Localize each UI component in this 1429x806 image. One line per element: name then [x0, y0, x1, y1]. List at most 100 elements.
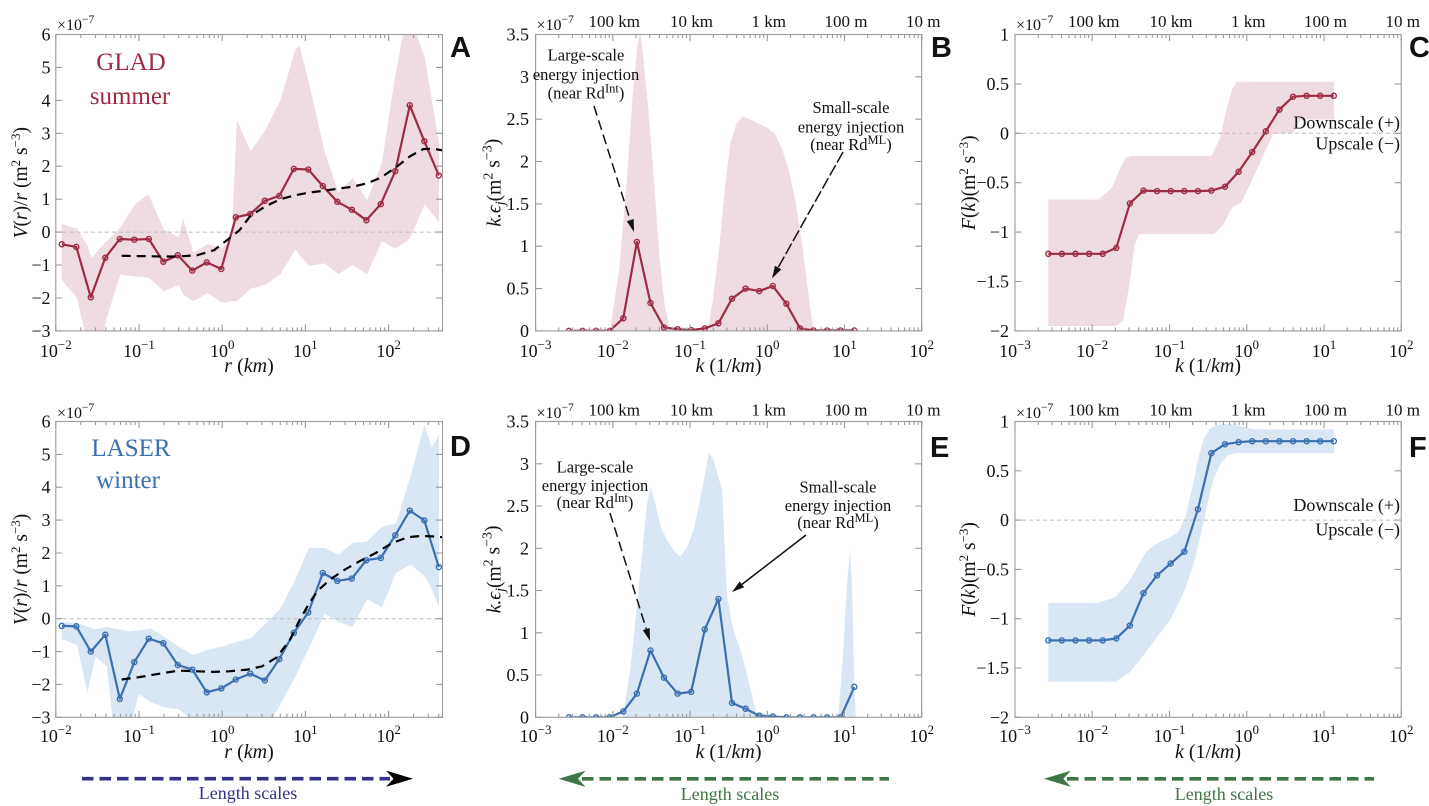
- svg-text:−3: −3: [31, 321, 50, 341]
- svg-text:102: 102: [376, 722, 401, 746]
- svg-text:2: 2: [520, 538, 529, 558]
- svg-text:Large-scale: Large-scale: [557, 458, 634, 477]
- svg-text:1: 1: [1000, 412, 1009, 432]
- svg-text:2: 2: [42, 543, 51, 563]
- svg-text:3.5: 3.5: [507, 25, 530, 45]
- svg-text:1 km: 1 km: [1231, 401, 1265, 420]
- svg-text:10−2: 10−2: [1076, 337, 1108, 361]
- svg-text:E: E: [930, 432, 949, 464]
- svg-text:3: 3: [520, 67, 529, 87]
- svg-text:1 km: 1 km: [752, 401, 786, 420]
- svg-text:100 m: 100 m: [825, 401, 868, 420]
- svg-text:−1: −1: [31, 255, 50, 275]
- svg-text:−1: −1: [990, 609, 1009, 629]
- svg-text:−1.5: −1.5: [976, 272, 1009, 292]
- svg-text:F: F: [1409, 432, 1427, 464]
- svg-text:energy injection: energy injection: [533, 65, 639, 84]
- svg-text:0: 0: [520, 707, 529, 727]
- svg-text:0: 0: [1000, 510, 1009, 530]
- svg-text:r (km): r (km): [224, 355, 273, 377]
- svg-text:1 km: 1 km: [752, 12, 786, 31]
- svg-text:3: 3: [42, 510, 51, 530]
- svg-text:3.5: 3.5: [507, 412, 530, 432]
- svg-text:1: 1: [1000, 25, 1009, 45]
- svg-text:Small-scale: Small-scale: [813, 98, 890, 117]
- svg-text:1.5: 1.5: [507, 194, 530, 214]
- svg-text:winter: winter: [96, 467, 161, 494]
- svg-text:100 km: 100 km: [589, 12, 640, 31]
- svg-text:100: 100: [210, 337, 235, 361]
- svg-text:6: 6: [42, 412, 51, 432]
- svg-text:C: C: [1409, 32, 1429, 64]
- svg-text:D: D: [450, 431, 471, 463]
- svg-text:−1.5: −1.5: [976, 658, 1009, 678]
- svg-text:k (1/km): k (1/km): [695, 355, 761, 377]
- svg-text:10 km: 10 km: [670, 12, 713, 31]
- svg-text:k (1/km): k (1/km): [695, 741, 761, 763]
- svg-text:10 km: 10 km: [1150, 401, 1193, 420]
- svg-text:Large-scale: Large-scale: [548, 46, 625, 65]
- svg-text:10 m: 10 m: [1385, 12, 1419, 31]
- svg-text:V(r)/r (m2 s−3): V(r)/r (m2 s−3): [8, 127, 32, 238]
- svg-text:100 m: 100 m: [1304, 401, 1347, 420]
- svg-text:Downscale (+): Downscale (+): [1293, 495, 1400, 516]
- svg-text:0.5: 0.5: [507, 665, 530, 685]
- svg-text:100 m: 100 m: [825, 12, 868, 31]
- svg-text:3: 3: [42, 123, 51, 143]
- svg-text:10−3: 10−3: [520, 337, 552, 361]
- svg-text:−3: −3: [31, 707, 50, 727]
- svg-text:1: 1: [42, 576, 51, 596]
- svg-text:0.5: 0.5: [987, 461, 1010, 481]
- svg-text:Upscale (−): Upscale (−): [1315, 520, 1400, 541]
- svg-text:LASER: LASER: [91, 435, 171, 462]
- svg-text:1.5: 1.5: [507, 581, 530, 601]
- svg-text:summer: summer: [90, 83, 171, 110]
- svg-text:0: 0: [42, 609, 51, 629]
- svg-text:Upscale (−): Upscale (−): [1315, 134, 1400, 155]
- svg-text:100 km: 100 km: [1068, 401, 1119, 420]
- svg-text:0.5: 0.5: [507, 279, 530, 299]
- svg-text:−2: −2: [31, 674, 50, 694]
- svg-text:10−1: 10−1: [123, 337, 155, 361]
- svg-text:−1: −1: [990, 222, 1009, 242]
- svg-text:GLAD: GLAD: [96, 49, 165, 76]
- svg-text:−2: −2: [990, 321, 1009, 341]
- svg-text:Length scales: Length scales: [681, 784, 779, 804]
- svg-text:10 m: 10 m: [1385, 401, 1419, 420]
- svg-text:0: 0: [1000, 123, 1009, 143]
- svg-text:−1: −1: [31, 642, 50, 662]
- svg-text:Downscale (+): Downscale (+): [1293, 113, 1400, 134]
- svg-text:energy injection: energy injection: [798, 118, 904, 137]
- svg-text:2.5: 2.5: [507, 109, 530, 129]
- svg-text:100 km: 100 km: [1068, 12, 1119, 31]
- svg-text:10 m: 10 m: [906, 401, 940, 420]
- svg-text:5: 5: [42, 57, 51, 77]
- svg-text:0: 0: [520, 321, 529, 341]
- svg-text:2.5: 2.5: [507, 496, 530, 516]
- svg-text:Length scales: Length scales: [199, 783, 297, 803]
- svg-text:1: 1: [520, 236, 529, 256]
- svg-text:Small-scale: Small-scale: [800, 478, 877, 497]
- svg-text:5: 5: [42, 444, 51, 464]
- svg-text:2: 2: [520, 152, 529, 172]
- svg-text:10−2: 10−2: [1076, 722, 1108, 746]
- svg-text:6: 6: [42, 25, 51, 45]
- svg-text:4: 4: [42, 90, 51, 110]
- svg-text:10−3: 10−3: [999, 722, 1031, 746]
- svg-text:100 m: 100 m: [1304, 12, 1347, 31]
- svg-text:F(k)(m2 s−3): F(k)(m2 s−3): [956, 135, 980, 231]
- svg-text:B: B: [931, 32, 952, 64]
- svg-text:−0.5: −0.5: [976, 173, 1009, 193]
- svg-text:2: 2: [42, 156, 51, 176]
- svg-text:k (1/km): k (1/km): [1175, 355, 1241, 377]
- svg-text:4: 4: [42, 477, 51, 497]
- svg-text:Length scales: Length scales: [1175, 784, 1273, 804]
- svg-text:k (1/km): k (1/km): [1175, 741, 1241, 763]
- svg-text:1: 1: [520, 623, 529, 643]
- svg-text:0: 0: [42, 222, 51, 242]
- svg-text:A: A: [450, 32, 471, 64]
- svg-text:−2: −2: [990, 707, 1009, 727]
- svg-text:10 km: 10 km: [1150, 12, 1193, 31]
- svg-text:10 m: 10 m: [906, 12, 940, 31]
- svg-text:100 km: 100 km: [589, 401, 640, 420]
